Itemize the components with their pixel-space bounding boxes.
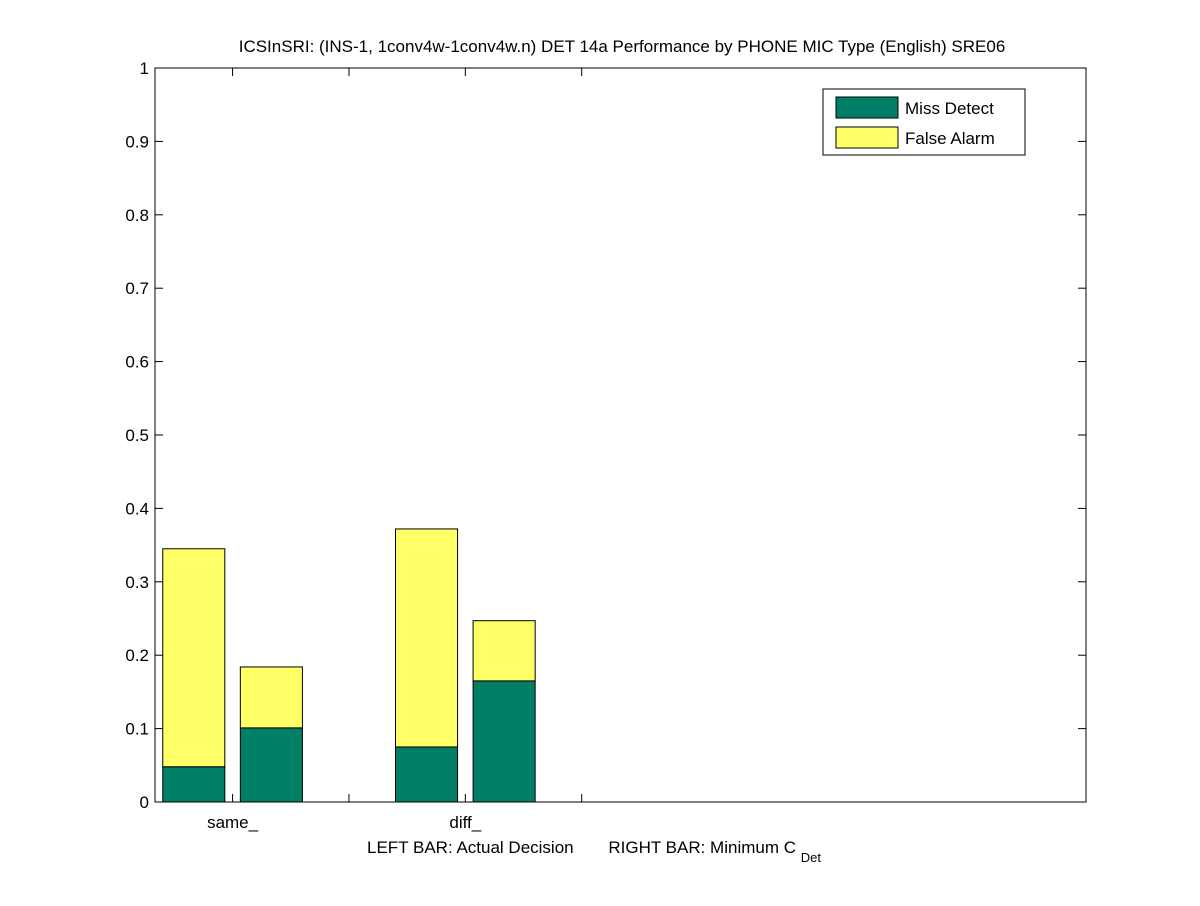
y-tick-label: 0.1	[125, 720, 149, 739]
y-tick-label: 0.8	[125, 206, 149, 225]
y-tick-label: 0.5	[125, 426, 149, 445]
legend-label-miss-detect: Miss Detect	[905, 99, 994, 118]
x-axis-label: LEFT BAR: Actual Decision RIGHT BAR: Min…	[367, 838, 821, 865]
axis-ticks: 0 0.1 0.2 0.3 0.4 0.5 0.6 0.7 0.8 0.9 1	[125, 59, 1086, 812]
x-category-label: diff_	[449, 813, 481, 832]
x-axis-label-subscript: Det	[801, 850, 822, 865]
bar-same-minimum-miss-detect	[239, 727, 303, 803]
y-tick-label: 1	[140, 59, 149, 78]
x-axis-label-right: RIGHT BAR: Minimum C	[608, 838, 796, 857]
plot-area-frame	[154, 67, 1087, 803]
bar-same-minimum-false-alarm	[239, 666, 303, 729]
bar-same-actual-miss-detect	[162, 766, 226, 803]
y-tick-label: 0.7	[125, 279, 149, 298]
y-tick-label: 0.2	[125, 646, 149, 665]
y-tick-label: 0.6	[125, 353, 149, 372]
bars	[162, 528, 536, 803]
x-category-label: same_	[207, 813, 259, 832]
bar-diff-actual-false-alarm	[395, 528, 459, 748]
bar-diff-actual-miss-detect	[395, 746, 459, 803]
y-tick-label: 0.4	[125, 499, 149, 518]
legend: Miss Detect False Alarm	[822, 88, 1026, 156]
y-tick-label: 0	[140, 793, 149, 812]
legend-swatch-false-alarm	[835, 126, 899, 149]
x-category-labels: same_ diff_	[207, 813, 482, 832]
legend-swatch-miss-detect	[835, 96, 899, 119]
bar-diff-minimum-miss-detect	[472, 680, 536, 803]
chart-title: ICSInSRI: (INS-1, 1conv4w-1conv4w.n) DET…	[239, 37, 1006, 56]
bar-same-actual-false-alarm	[162, 548, 226, 768]
bar-diff-minimum-false-alarm	[472, 620, 536, 682]
y-tick-label: 0.3	[125, 573, 149, 592]
legend-label-false-alarm: False Alarm	[905, 129, 995, 148]
y-tick-label: 0.9	[125, 132, 149, 151]
x-axis-label-left: LEFT BAR: Actual Decision	[367, 838, 574, 857]
